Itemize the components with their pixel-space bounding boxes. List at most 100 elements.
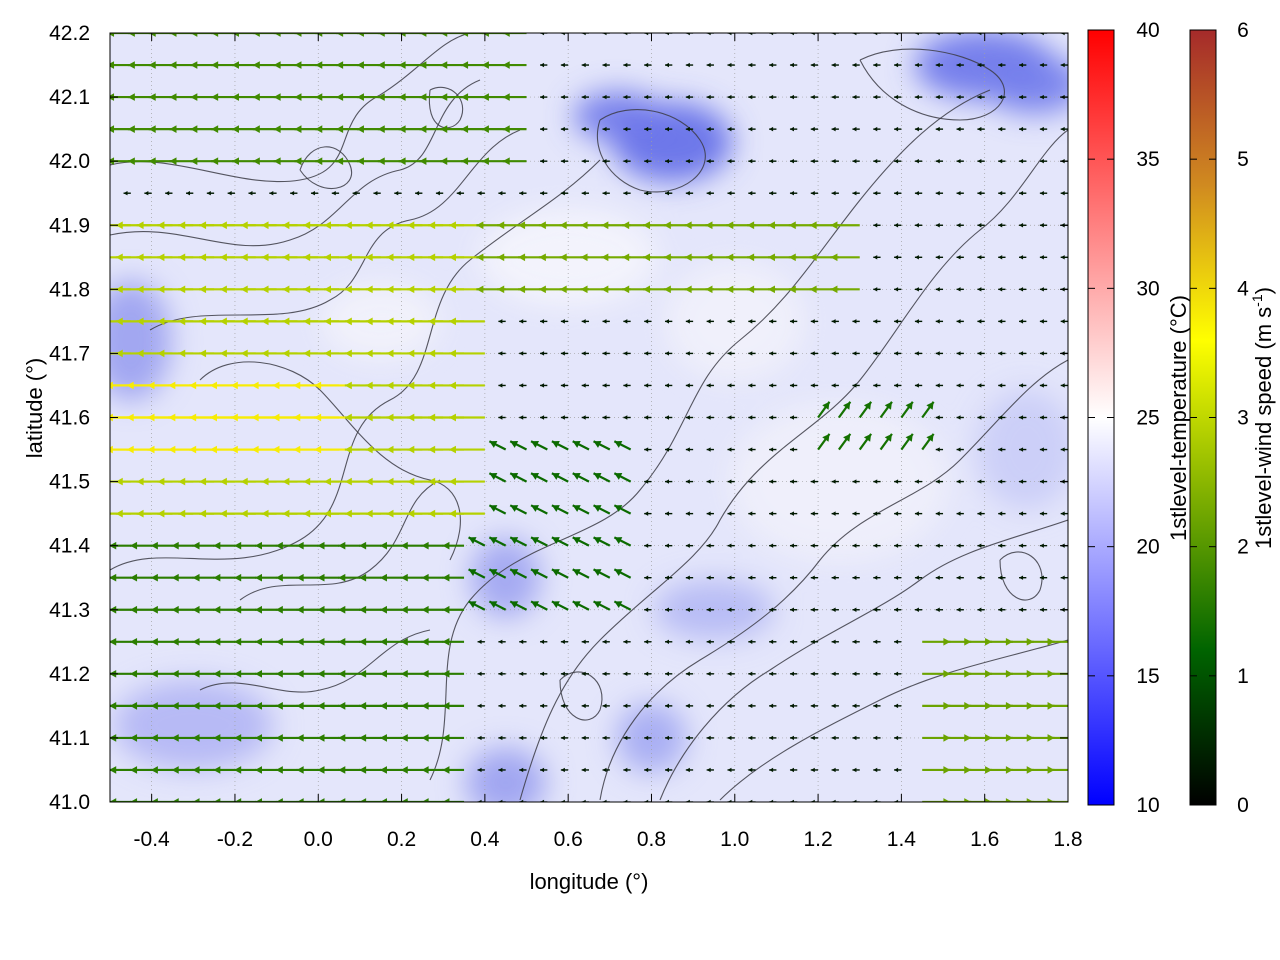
wind-vector xyxy=(110,125,131,133)
wind-vector xyxy=(914,575,923,580)
wind-vector xyxy=(644,703,652,709)
wind-vector xyxy=(706,479,714,484)
wind-vector xyxy=(148,157,173,166)
wind-vector xyxy=(398,33,423,37)
wind-vector xyxy=(685,415,694,420)
wind-vector xyxy=(234,734,256,742)
wind-vector xyxy=(956,383,964,388)
contour-line xyxy=(719,639,1068,801)
wind-vector xyxy=(748,511,756,516)
wind-vector xyxy=(894,479,902,484)
wind-vector xyxy=(956,351,964,356)
wind-vector xyxy=(581,319,589,324)
wind-vector xyxy=(852,126,860,132)
wind-vector xyxy=(498,383,506,388)
wind-vector xyxy=(748,671,756,677)
wind-vector xyxy=(769,703,777,709)
wind-vector xyxy=(150,734,173,742)
wind-vector xyxy=(769,447,777,452)
wind-vector xyxy=(644,639,652,644)
wind-vector xyxy=(148,61,173,69)
wind-vector xyxy=(421,637,444,646)
wind-vector xyxy=(171,605,194,614)
wind-vector xyxy=(998,158,1006,164)
colorbar-tick-label: 30 xyxy=(1136,277,1159,300)
wind-vector xyxy=(810,671,819,677)
wind-vector xyxy=(560,33,569,36)
wind-vector xyxy=(602,62,610,68)
wind-vector xyxy=(998,319,1006,324)
wind-vector xyxy=(831,479,839,484)
wind-vector xyxy=(685,799,694,802)
wind-vector xyxy=(519,639,527,644)
wind-vector xyxy=(572,440,590,451)
wind-vector xyxy=(1047,640,1068,643)
wind-vector xyxy=(171,573,194,582)
contour-line xyxy=(599,359,1068,801)
wind-vector xyxy=(879,433,893,451)
wind-vector xyxy=(560,639,569,644)
wind-vector xyxy=(448,477,485,486)
wind-vector xyxy=(130,669,152,678)
wind-vector xyxy=(977,351,985,356)
wind-vector xyxy=(789,319,798,324)
wind-vector xyxy=(435,191,444,196)
wind-vector xyxy=(593,536,611,547)
wind-vector xyxy=(448,381,485,390)
wind-vector xyxy=(338,798,360,802)
y-tick-label: 41.1 xyxy=(49,727,90,750)
wind-vector xyxy=(706,799,714,802)
wind-vector xyxy=(977,447,985,452)
wind-vector xyxy=(560,158,569,164)
wind-vector xyxy=(502,125,527,133)
wind-vector xyxy=(88,638,110,646)
wind-vector xyxy=(275,541,298,550)
wind-vector xyxy=(519,703,527,709)
wind-vector xyxy=(560,415,569,420)
wind-vector xyxy=(602,158,610,164)
wind-vector xyxy=(685,767,694,773)
wind-vector xyxy=(706,158,714,164)
wind-vector xyxy=(502,33,527,37)
wind-vector xyxy=(593,440,611,451)
wind-vector xyxy=(769,767,777,773)
wind-vector xyxy=(623,799,631,802)
x-tick-label: 1.0 xyxy=(720,828,749,851)
wind-vector xyxy=(165,191,173,196)
wind-vector xyxy=(977,126,985,132)
wind-vector xyxy=(831,319,839,324)
wind-vector xyxy=(88,766,110,774)
y-tick-label: 42.2 xyxy=(49,22,90,45)
wind-vector xyxy=(852,511,860,516)
wind-vector xyxy=(1047,768,1068,772)
wind-vector xyxy=(400,605,423,614)
wind-vector xyxy=(468,600,486,611)
wind-vector xyxy=(338,605,360,614)
wind-vector xyxy=(644,126,652,132)
wind-vector xyxy=(998,543,1006,548)
x-tick-label: 0.4 xyxy=(470,828,500,851)
wind-vector xyxy=(448,413,485,422)
wind-vector xyxy=(623,351,631,356)
wind-vector xyxy=(530,536,548,547)
temperature-patch xyxy=(573,91,664,142)
wind-vector xyxy=(977,319,985,324)
colorbar-tick-label: 4 xyxy=(1237,277,1249,300)
wind-vector xyxy=(858,401,873,419)
y-tick-label: 41.6 xyxy=(49,407,90,430)
wind-vector xyxy=(873,735,881,741)
wind-vector xyxy=(440,157,465,166)
temperature-colorbar-label: 1stlevel-temperature (°C) xyxy=(1166,295,1191,541)
wind-vector xyxy=(1019,575,1027,580)
wind-vector xyxy=(581,767,589,773)
wind-vector xyxy=(977,575,985,580)
wind-vector xyxy=(914,479,923,484)
wind-vector xyxy=(852,33,860,36)
wind-vector xyxy=(831,126,839,132)
wind-vector xyxy=(540,415,548,420)
wind-vector xyxy=(685,671,694,677)
wind-vector xyxy=(379,766,402,774)
wind-vector xyxy=(956,479,964,484)
wind-vector xyxy=(831,639,839,644)
wind-vector xyxy=(748,703,756,709)
